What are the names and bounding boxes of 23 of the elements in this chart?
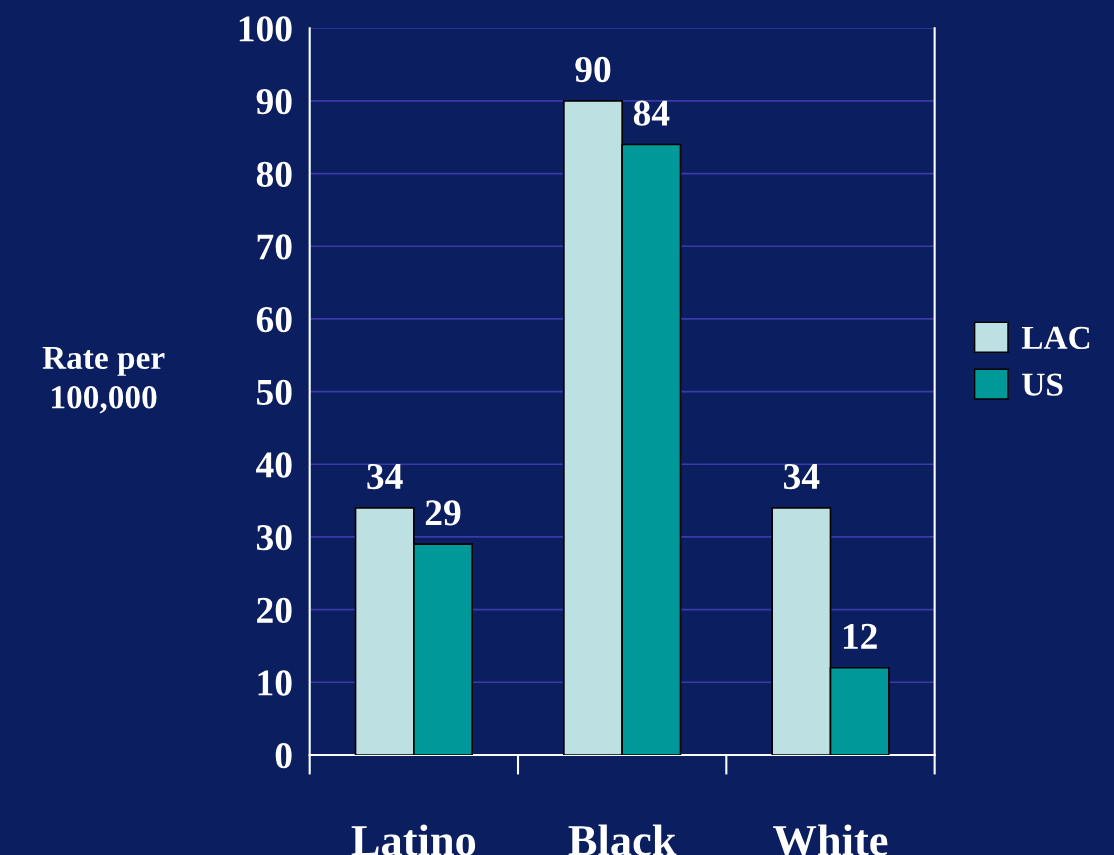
data-label: 34 [783,463,820,490]
y-tick-label: 60 [256,306,292,333]
y-tick-label: 40 [256,452,292,478]
x-tick-label: Latino [351,824,476,855]
y-tick-label: 30 [256,525,292,551]
x-tick-label: Black [568,824,677,855]
x-tick-label: White [773,824,888,855]
legend-label: LAC [1021,326,1090,350]
data-label: 84 [633,100,670,126]
y-axis-title: Rate per 100,000 [42,346,165,414]
y-tick-label: 0 [275,743,292,769]
y-tick-label: 10 [258,670,292,696]
y-tick-label: 70 [257,234,292,260]
data-label: 90 [575,56,611,83]
y-tick-label: 80 [256,161,292,187]
y-tick-label: 20 [257,597,292,623]
y-tick-label: 90 [256,88,292,115]
legend-label: US [1022,373,1063,396]
data-label: 34 [367,463,403,490]
data-label: 12 [843,623,877,649]
y-tick-label: 100 [239,16,292,42]
data-label: 29 [425,500,461,526]
y-tick-label: 50 [257,379,292,405]
